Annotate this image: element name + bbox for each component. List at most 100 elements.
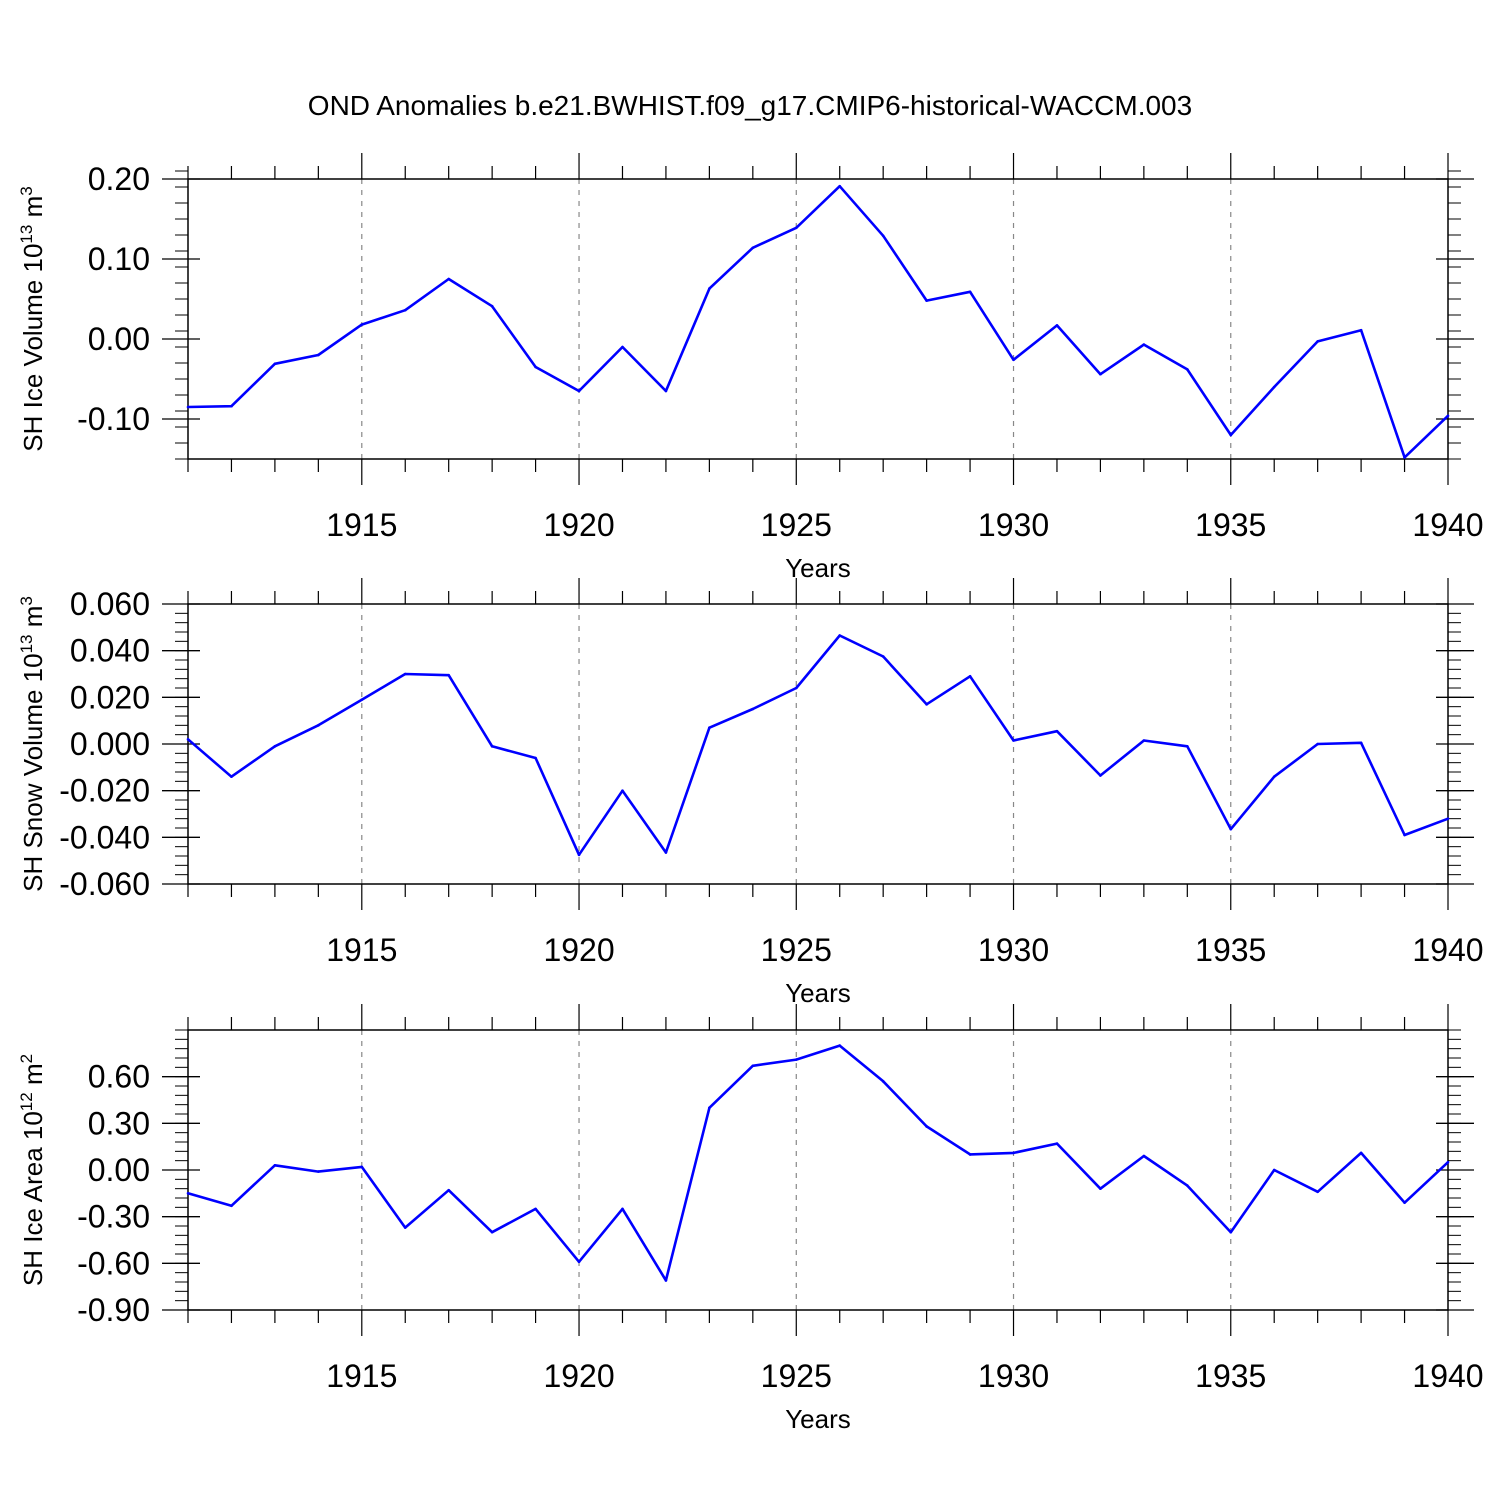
data-point: [1142, 739, 1146, 742]
data-point: [881, 1080, 885, 1083]
x-tick-label: 1935: [1195, 507, 1266, 543]
data-point: [447, 277, 450, 281]
y-tick-label: -0.10: [77, 401, 150, 437]
x-tick-label: 1920: [543, 507, 614, 543]
data-point: [534, 365, 537, 369]
y-tick-label: 0.10: [88, 241, 150, 277]
y-tick-label: -0.60: [77, 1245, 150, 1281]
data-point: [1099, 1187, 1102, 1190]
data-point: [1186, 368, 1189, 371]
x-tick-label: 1940: [1412, 932, 1483, 968]
y-axis-title-exponent: 12: [17, 1092, 36, 1111]
panel-3: -0.90 -0.60 -0.30 0.00 0.30 0.60 1915 1920 1925 1…: [17, 1004, 1484, 1434]
x-tick-label: 1935: [1195, 1358, 1266, 1394]
data-point: [968, 290, 972, 294]
plot-frame: [187, 1029, 1449, 1311]
x-tick-label: 1915: [326, 932, 397, 968]
data-point: [230, 775, 233, 778]
data-point: [1012, 358, 1015, 362]
data-point: [490, 1230, 494, 1234]
data-point: [838, 1044, 842, 1047]
y-axis-title-main: SH Ice Volume 10: [18, 244, 48, 452]
x-tick-label: 1935: [1195, 932, 1266, 968]
data-point: [1055, 324, 1059, 327]
y-tick-label: 0.000: [70, 726, 150, 762]
x-tick-label: 1940: [1412, 1358, 1483, 1394]
x-axis-title: Years: [785, 1404, 851, 1434]
y-tick-label: 0.060: [70, 586, 150, 622]
data-point: [1186, 745, 1189, 748]
plot-frame: [187, 603, 1449, 885]
data-point: [838, 634, 842, 637]
data-point: [1359, 1151, 1363, 1155]
data-point: [1359, 741, 1363, 745]
data-point: [664, 851, 668, 854]
data-point: [1229, 827, 1233, 831]
data-point: [447, 673, 450, 677]
x-tick-label: 1940: [1412, 507, 1483, 543]
data-point: [273, 362, 277, 366]
y-tick-label: -0.020: [59, 773, 150, 809]
data-point: [1446, 1160, 1450, 1164]
y-axis-title-main: SH Ice Area 10: [18, 1111, 48, 1286]
data-point: [838, 184, 842, 188]
data-point: [621, 345, 624, 349]
x-tick-label: 1920: [543, 1358, 614, 1394]
data-point: [577, 389, 581, 393]
data-point: [577, 1260, 581, 1264]
data-point: [1272, 775, 1276, 778]
data-point: [186, 738, 190, 741]
y-tick-label: 0.040: [70, 633, 150, 669]
data-point: [1403, 456, 1406, 459]
x-tick-label: 1925: [761, 932, 832, 968]
data-point: [794, 226, 798, 230]
data-point: [1359, 328, 1363, 332]
data-point: [534, 756, 537, 760]
data-point: [534, 1207, 537, 1211]
data-point: [1142, 1154, 1146, 1158]
data-point: [621, 1207, 624, 1211]
panel-1: -0.10 0.00 0.10 0.20 1915 1920 1925 1930 1935 194…: [17, 153, 1484, 583]
data-point: [230, 404, 233, 408]
data-point: [1012, 1151, 1015, 1155]
y-axis-title-main: SH Snow Volume 10: [18, 653, 48, 891]
data-point: [751, 246, 755, 250]
data-point: [1446, 817, 1450, 820]
x-tick-label: 1915: [326, 507, 397, 543]
data-point: [1316, 340, 1319, 343]
data-point: [968, 1153, 972, 1156]
data-point: [317, 724, 320, 727]
data-point: [1272, 1168, 1276, 1172]
data-point: [925, 299, 928, 302]
data-point: [490, 304, 494, 308]
data-point: [1403, 833, 1406, 837]
y-tick-label: -0.060: [59, 866, 150, 902]
y-axis-title-unit: m: [18, 196, 48, 225]
data-point: [664, 1279, 668, 1282]
data-point: [925, 1125, 928, 1128]
data-point: [621, 789, 624, 792]
data-point: [1272, 385, 1276, 389]
y-tick-label: -0.040: [59, 819, 150, 855]
x-tick-label: 1925: [761, 507, 832, 543]
data-point: [317, 1170, 320, 1173]
y-axis-title-unit-exponent: 3: [17, 596, 36, 605]
y-tick-label: 0.020: [70, 679, 150, 715]
data-point: [403, 672, 407, 676]
data-point: [360, 698, 364, 701]
x-tick-label: 1920: [543, 932, 614, 968]
y-tick-label: -0.90: [77, 1292, 150, 1328]
x-tick-label: 1930: [978, 932, 1049, 968]
y-tick-label: 0.00: [88, 1152, 150, 1188]
data-point: [664, 389, 668, 393]
data-point: [1099, 774, 1102, 777]
data-point: [1403, 1201, 1406, 1204]
plot-frame: [187, 178, 1449, 460]
data-point: [1099, 372, 1102, 376]
y-tick-label: 0.20: [88, 161, 150, 197]
data-point: [751, 1064, 755, 1068]
data-point: [1229, 433, 1233, 437]
y-tick-label: 0.60: [88, 1059, 150, 1095]
data-point: [403, 308, 407, 312]
data-point: [230, 1204, 233, 1208]
